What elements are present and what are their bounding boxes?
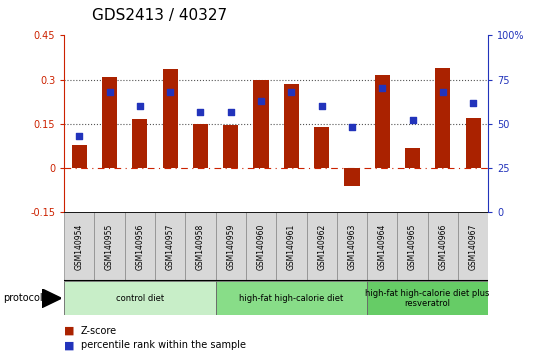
Point [469,100,478,105]
Text: GSM140967: GSM140967 [469,224,478,270]
Text: GSM140961: GSM140961 [287,224,296,270]
Bar [405,148,420,168]
Point [105,89,114,95]
Text: GSM140963: GSM140963 [348,224,357,270]
Bar [276,212,306,281]
Bar [435,68,450,168]
Polygon shape [42,289,61,308]
Text: GSM140966: GSM140966 [439,224,448,270]
Bar [94,212,125,281]
Text: GSM140964: GSM140964 [378,224,387,270]
Bar [344,168,359,186]
Bar [306,212,337,281]
Bar [132,120,147,168]
Text: GSM140956: GSM140956 [136,224,145,270]
Bar [185,212,215,281]
Text: GSM140962: GSM140962 [317,224,326,270]
Bar [155,212,185,281]
Point [317,103,326,109]
Text: GSM140959: GSM140959 [227,224,235,270]
Text: ■: ■ [64,326,75,336]
Text: percentile rank within the sample: percentile rank within the sample [81,340,246,350]
Point [378,86,387,91]
Bar [427,212,458,281]
Text: protocol: protocol [3,293,42,303]
Bar [215,212,246,281]
Point [348,125,357,130]
Text: GSM140954: GSM140954 [75,224,84,270]
Bar [367,212,397,281]
Point [287,89,296,95]
Bar [102,77,117,168]
Bar [367,281,488,315]
Bar [374,75,390,168]
Text: high-fat high-calorie diet plus
resveratrol: high-fat high-calorie diet plus resverat… [365,289,490,308]
Bar [125,212,155,281]
Bar [215,281,367,315]
Point [75,133,84,139]
Bar [284,84,299,168]
Bar [253,80,268,168]
Text: Z-score: Z-score [81,326,117,336]
Bar [193,124,208,168]
Bar [223,125,238,168]
Bar [246,212,276,281]
Text: GSM140965: GSM140965 [408,224,417,270]
Text: GSM140955: GSM140955 [105,224,114,270]
Bar [64,212,94,281]
Point [136,103,145,109]
Text: GSM140957: GSM140957 [166,224,175,270]
Bar [458,212,488,281]
Text: ■: ■ [64,340,75,350]
Text: GSM140958: GSM140958 [196,224,205,270]
Bar [64,281,215,315]
Bar [162,69,178,168]
Text: high-fat high-calorie diet: high-fat high-calorie diet [239,294,344,303]
Bar [337,212,367,281]
Point [257,98,266,104]
Point [439,89,448,95]
Point [196,109,205,114]
Text: GSM140960: GSM140960 [257,224,266,270]
Bar [465,118,480,168]
Bar [72,144,87,168]
Point [166,89,175,95]
Point [408,118,417,123]
Bar [397,212,427,281]
Text: control diet: control diet [116,294,164,303]
Bar [314,127,329,168]
Text: GDS2413 / 40327: GDS2413 / 40327 [92,8,227,23]
Point [227,109,235,114]
